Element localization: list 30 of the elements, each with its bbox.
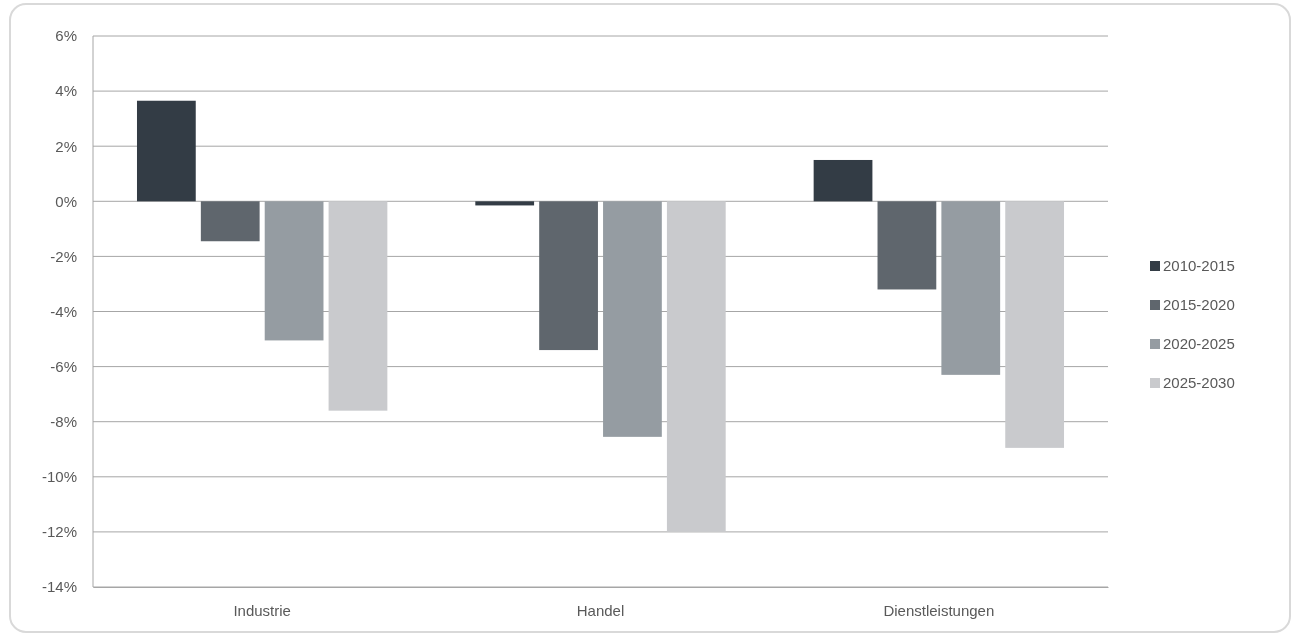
y-tick-label: -4% bbox=[50, 302, 77, 320]
y-tick-label: 0% bbox=[55, 192, 77, 210]
y-tick-label: -10% bbox=[41, 468, 77, 486]
bar bbox=[136, 100, 196, 202]
y-tick-label: -2% bbox=[50, 247, 77, 265]
x-tick-label: Handel bbox=[576, 601, 625, 619]
bar bbox=[1005, 201, 1065, 448]
x-tick-label: Industrie bbox=[233, 601, 291, 619]
y-tick-label: -8% bbox=[50, 413, 77, 430]
bar bbox=[264, 201, 324, 341]
legend-label: 2015-2020 bbox=[1163, 296, 1235, 314]
legend-label: 2020-2025 bbox=[1163, 335, 1235, 353]
x-tick-label: Dienstleistungen bbox=[883, 601, 995, 619]
bar bbox=[475, 201, 535, 206]
legend-label: 2025-2030 bbox=[1163, 374, 1235, 392]
y-tick-label: -6% bbox=[50, 357, 77, 375]
bar bbox=[877, 201, 937, 290]
bar bbox=[666, 201, 726, 532]
y-tick-label: 6% bbox=[55, 27, 77, 45]
legend-label: 2010-2015 bbox=[1163, 257, 1235, 275]
bar bbox=[539, 201, 598, 351]
bar bbox=[328, 201, 388, 411]
bar bbox=[200, 201, 260, 242]
bar bbox=[813, 159, 873, 202]
bar bbox=[941, 201, 1001, 375]
bar bbox=[603, 201, 662, 437]
y-tick-label: 2% bbox=[55, 137, 77, 155]
y-tick-label: -12% bbox=[41, 523, 77, 541]
y-tick-label: 4% bbox=[55, 82, 77, 100]
y-tick-label: -14% bbox=[41, 578, 77, 596]
